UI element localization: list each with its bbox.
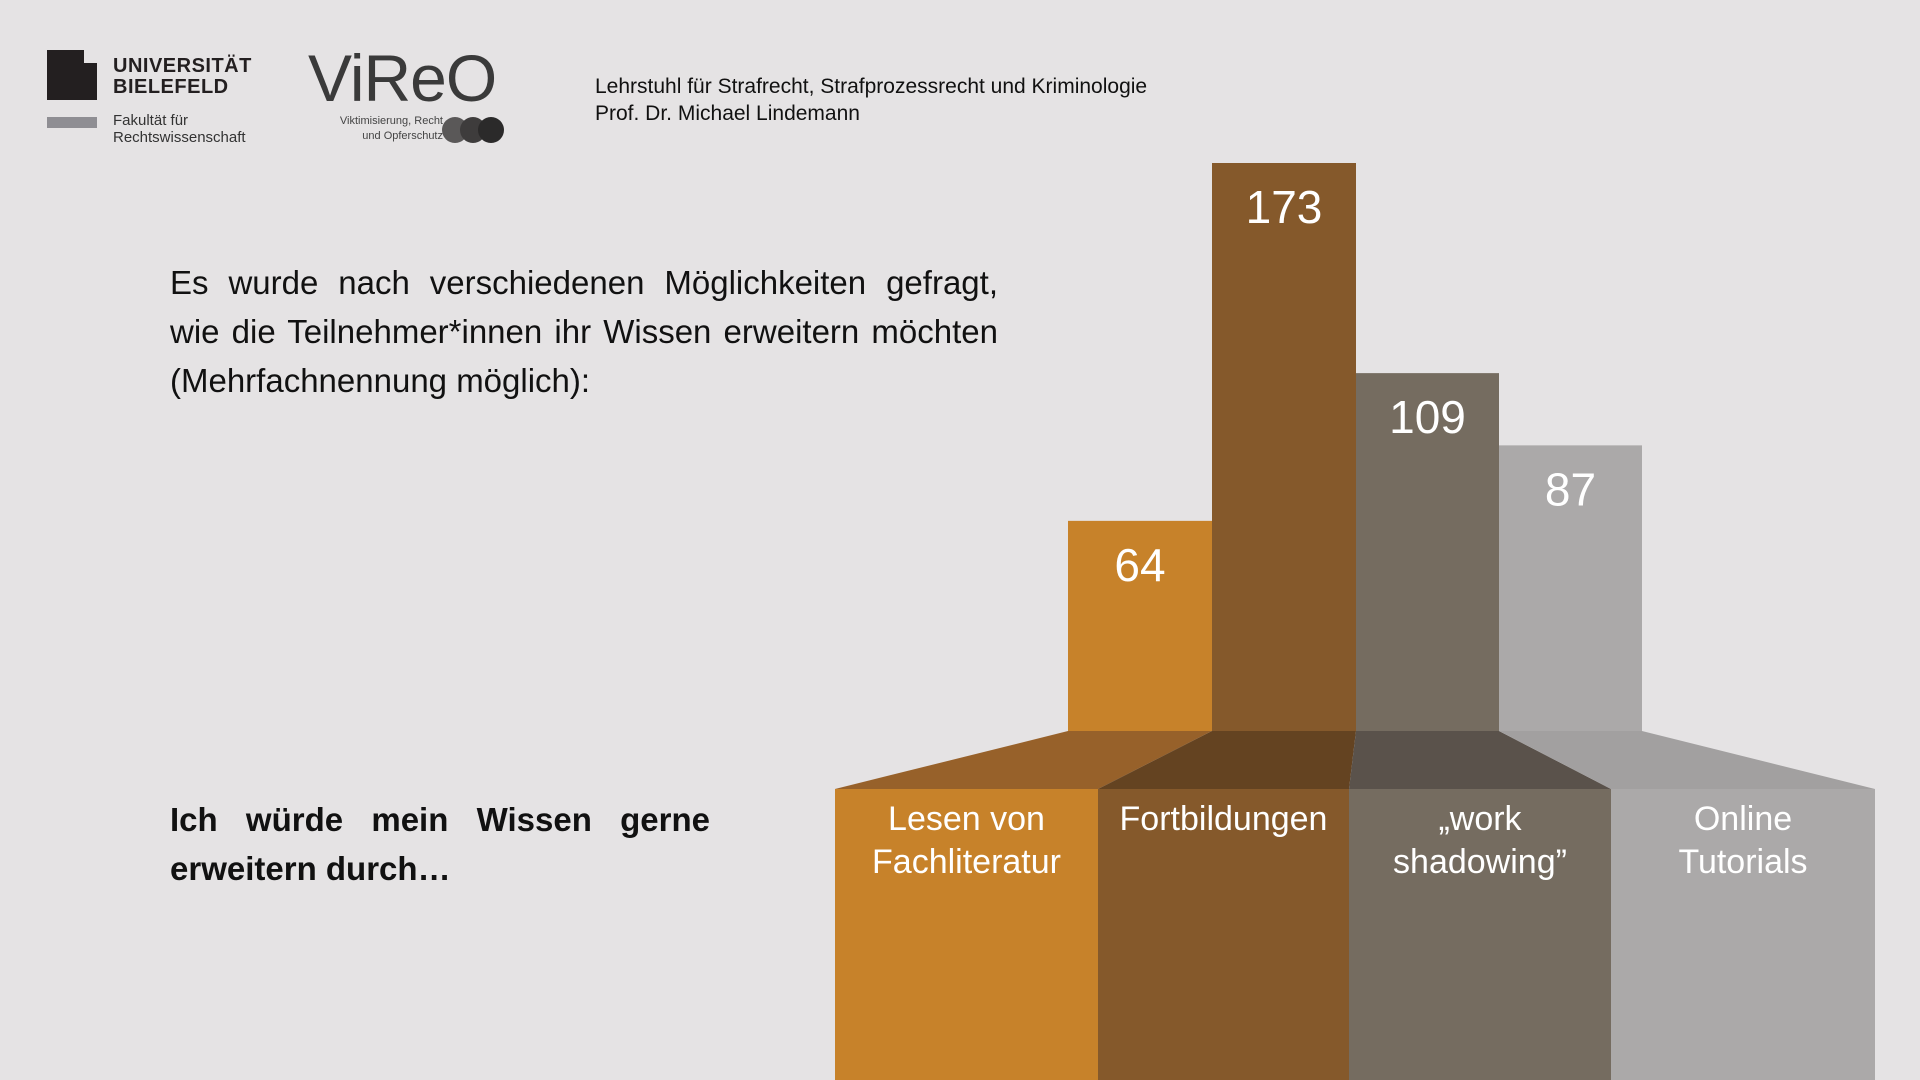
- category-label-line: Tutorials: [1678, 843, 1808, 881]
- bar: [1212, 163, 1356, 731]
- category-label: Online Tutorials: [1611, 798, 1875, 884]
- category-label: Lesen von Fachliteratur: [835, 798, 1098, 884]
- bar-value-label: 87: [1545, 463, 1596, 515]
- category-label: Fortbildungen: [1098, 798, 1349, 841]
- bar-base-front: [1098, 789, 1349, 1080]
- category-label-line: „work: [1438, 800, 1522, 838]
- bar-base-front: [835, 789, 1098, 1080]
- bar: [1356, 373, 1499, 731]
- vireo-logo: ViReO Viktimisierung, Recht und Opfersch…: [308, 41, 518, 148]
- bar-base-bevel: [1098, 731, 1356, 789]
- faculty-name: Fakultät für Rechtswissenschaft: [113, 112, 246, 146]
- vireo-wordmark: ViReO: [308, 41, 497, 115]
- question-text: Ich würde mein Wissen gerne erweitern du…: [170, 801, 710, 887]
- university-name-line2: BIELEFELD: [113, 76, 229, 98]
- category-label: „work shadowing”: [1349, 798, 1611, 884]
- bar-base-front: [1349, 789, 1611, 1080]
- bar-value-label: 64: [1114, 539, 1165, 591]
- professor-name: Prof. Dr. Michael Lindemann: [595, 102, 860, 125]
- vireo-sub-line2: und Opferschutz: [362, 130, 443, 142]
- dot-icon: [478, 117, 504, 143]
- university-bielefeld-logo: UNIVERSITÄT BIELEFELD Fakultät für Recht…: [47, 50, 267, 150]
- logo-notch: [84, 50, 97, 63]
- university-name-line1: UNIVERSITÄT: [113, 55, 252, 77]
- bar-value-label: 109: [1389, 391, 1466, 443]
- bar-base-bevel: [1499, 731, 1875, 789]
- category-label-line: Fachliteratur: [872, 843, 1061, 881]
- faculty-line2: Rechtswissenschaft: [113, 129, 246, 146]
- category-label-line: shadowing”: [1393, 843, 1567, 881]
- bar: [1068, 520, 1212, 731]
- university-name: UNIVERSITÄT BIELEFELD: [113, 56, 252, 98]
- vireo-subtitle: Viktimisierung, Recht und Opferschutz: [318, 114, 443, 144]
- bar: [1499, 445, 1642, 731]
- chair-name: Lehrstuhl für Strafrecht, Strafprozessre…: [595, 75, 1148, 98]
- bar-value-label: 173: [1246, 181, 1323, 233]
- vireo-sub-line1: Viktimisierung, Recht: [339, 115, 443, 127]
- bar-base-front: [1611, 789, 1875, 1080]
- bar-base-bevel: [1349, 731, 1611, 789]
- logo-bar: [47, 117, 97, 128]
- bar-base-bevel: [835, 731, 1212, 789]
- faculty-line1: Fakultät für: [113, 112, 189, 129]
- category-label-line: Lesen von: [888, 800, 1045, 838]
- chair-header: Lehrstuhl für Strafrecht, Strafprozessre…: [595, 73, 1147, 127]
- category-label-line: Online: [1693, 800, 1793, 838]
- intro-text: Es wurde nach verschiedenen Möglichkeite…: [170, 264, 998, 399]
- category-label-line: Fortbildungen: [1119, 800, 1328, 838]
